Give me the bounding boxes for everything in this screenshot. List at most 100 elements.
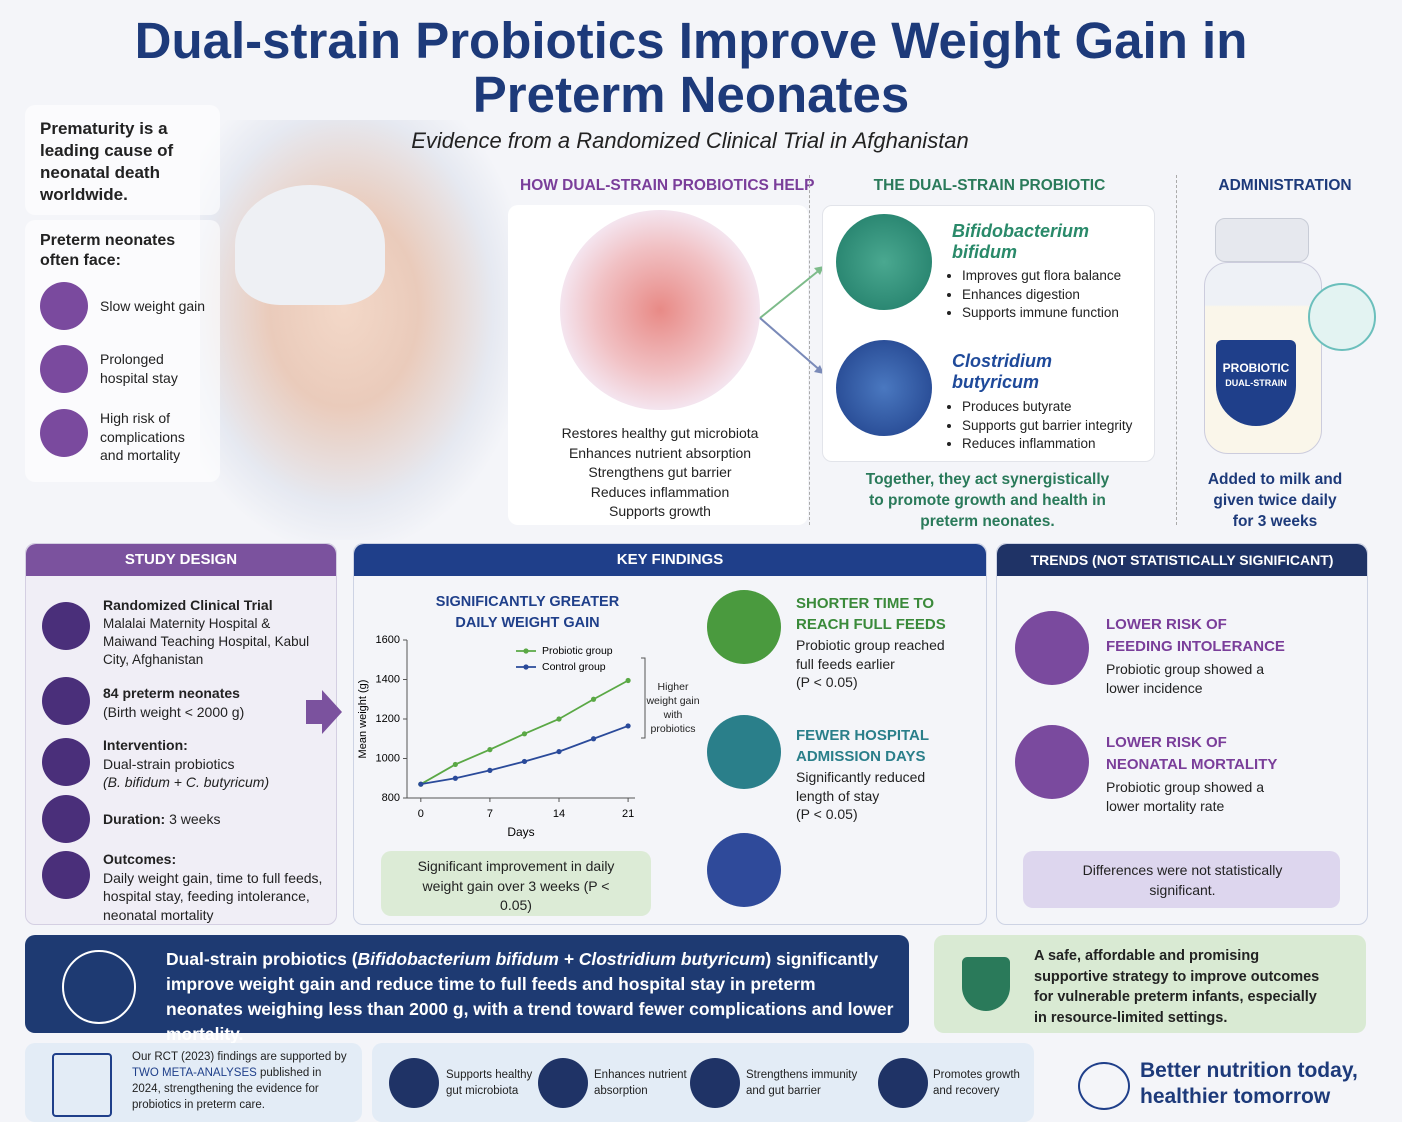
legend-dot — [523, 664, 529, 670]
gut-illustration — [560, 210, 760, 410]
findings-title: KEY FINDINGS — [354, 544, 986, 576]
trend-title: LOWER RISK OF NEONATAL MORTALITY — [1106, 734, 1278, 773]
y-axis-label: Mean weight (g) — [357, 680, 369, 759]
x-tick-label: 14 — [553, 808, 565, 820]
arrows — [759, 266, 824, 374]
legend-label: Control group — [542, 661, 606, 673]
item-head: 84 preterm neonates — [103, 685, 240, 701]
conclusion: Dual-strain probiotics (Bifidobacterium … — [166, 947, 896, 1047]
study-icon — [42, 677, 90, 725]
study-item: 84 preterm neonates (Birth weight < 2000… — [103, 684, 323, 721]
benefit: Enhances nutrient absorption — [568, 444, 752, 461]
study-item: Outcomes: Daily weight gain, time to ful… — [103, 850, 325, 924]
strain-name: Clostridium butyricum — [952, 351, 1053, 392]
conclusion-part: Dual-strain probiotics ( — [166, 949, 358, 969]
admin-text: Added to milk and given twice daily for … — [1207, 471, 1343, 530]
annotation: Higher weight gain with probiotics — [646, 681, 700, 735]
annotation-bracket — [641, 657, 646, 739]
item-text: Daily weight gain, time to full feeds, h… — [103, 869, 323, 923]
trend: LOWER RISK OF NEONATAL MORTALITY Probiot… — [1106, 732, 1286, 815]
divider — [1176, 175, 1177, 525]
conclusion-box — [25, 935, 909, 1033]
y-tick-label: 1400 — [376, 673, 400, 685]
effect: Reduces inflammation — [962, 435, 1132, 454]
chart: 800 1000 1200 1400 1600 0 7 14 21 Days Mean weight… — [357, 634, 700, 839]
footer-benefit: Enhances nutrient absorption — [594, 1069, 687, 1097]
rct-part: published in 2024, strengthening the evi… — [132, 1067, 322, 1111]
label-shield — [1216, 340, 1296, 426]
point — [521, 731, 528, 737]
finding-p: (P < 0.05) — [796, 674, 858, 690]
strategy: A safe, affordable and promising support… — [1034, 948, 1320, 1026]
study-icon — [42, 795, 90, 843]
finding-icon — [707, 715, 781, 789]
point — [418, 781, 424, 787]
y-tick-label: 800 — [382, 792, 400, 804]
item-head: Outcomes: — [103, 851, 177, 867]
effect: Improves gut flora balance — [962, 267, 1121, 286]
rct-part: TWO META-ANALYSES — [132, 1067, 257, 1079]
divider — [809, 175, 810, 525]
how-title: HOW DUAL-STRAIN PROBIOTICS HELP — [520, 177, 815, 194]
point — [487, 767, 493, 773]
y-tick-label: 1000 — [376, 752, 400, 764]
finding-text: Significantly reduced length of stay — [796, 769, 926, 804]
trend-note: Differences were not statistically signi… — [1082, 862, 1283, 898]
point — [590, 696, 597, 702]
hands-icon — [62, 950, 136, 1024]
probiotic-summary: Together, they act synergistically to pr… — [865, 471, 1110, 530]
point — [556, 716, 562, 722]
benefit: Supports growth — [609, 503, 711, 519]
x-tick-label: 21 — [622, 808, 634, 820]
x-tick-label: 0 — [418, 808, 424, 820]
face-title: Preterm neonates often face: — [40, 232, 176, 269]
conclusion-part: Bifidobacterium bifidum + Clostridium bu… — [357, 949, 766, 969]
finding-title: SHORTER TIME TO REACH FULL FEEDS — [796, 595, 946, 633]
point — [487, 747, 493, 753]
study-icon — [42, 851, 90, 899]
legend-label: Probiotic group — [542, 645, 613, 657]
tagline: Better nutrition today, healthier tomorr… — [1140, 1059, 1358, 1108]
finding-icon — [707, 833, 781, 907]
finding-text: Probiotic group reached full feeds earli… — [796, 637, 945, 672]
benefit: Strengthens gut barrier — [588, 464, 732, 480]
item-text: 3 weeks — [169, 811, 221, 827]
how-benefits: Restores healthy gut microbiota Enhances… — [520, 424, 800, 522]
strain-icon — [836, 340, 932, 436]
admin-title: ADMINISTRATION — [1218, 177, 1352, 194]
trend: LOWER RISK OF FEEDING INTOLERANCE Probio… — [1106, 614, 1286, 697]
strain-icon — [836, 214, 932, 310]
study-item: Duration: 3 weeks — [103, 811, 323, 827]
shield-icon — [962, 957, 1010, 1011]
fact-box — [25, 105, 220, 215]
item-head: Duration: — [103, 811, 166, 827]
chart-title: SIGNIFICANTLY GREATER DAILY WEIGHT GAIN — [435, 594, 620, 631]
probiotic-title: THE DUAL-STRAIN PROBIOTIC — [873, 177, 1106, 194]
problem: High risk of complications and mortality — [100, 410, 185, 463]
legend-dot — [523, 648, 529, 654]
subtitle: Evidence from a Randomized Clinical Tria… — [411, 128, 969, 153]
problem: Prolonged hospital stay — [100, 351, 178, 386]
benefit-icon — [538, 1058, 588, 1108]
x-axis-label: Days — [507, 825, 534, 839]
strain-effects: Improves gut flora balance Enhances dige… — [952, 267, 1121, 323]
annotation-wrap: Higher weight gain with probiotics — [646, 681, 700, 735]
effect: Supports immune function — [962, 304, 1121, 323]
problem-icon — [40, 282, 88, 330]
footer-benefit: Supports healthy gut microbiota — [446, 1069, 533, 1097]
finding: FEWER HOSPITAL ADMISSION DAYS Significan… — [796, 725, 946, 824]
finding-title: FEWER HOSPITAL ADMISSION DAYS — [796, 727, 929, 765]
effect: Enhances digestion — [962, 286, 1121, 305]
chart-note-box — [381, 851, 651, 916]
point — [521, 758, 528, 765]
item-text: Dual-strain probiotics — [103, 755, 235, 772]
strain-name: Bifidobacterium bifidum — [952, 221, 1090, 262]
footer-benefit: Promotes growth and recovery — [933, 1069, 1020, 1097]
point — [625, 677, 631, 684]
strain-effects: Produces butyrate Supports gut barrier i… — [952, 398, 1132, 454]
label-bottom: DUAL-STRAIN — [1225, 378, 1287, 388]
y-tick-label: 1200 — [376, 713, 400, 725]
point — [452, 775, 458, 781]
benefit-icon — [690, 1058, 740, 1108]
